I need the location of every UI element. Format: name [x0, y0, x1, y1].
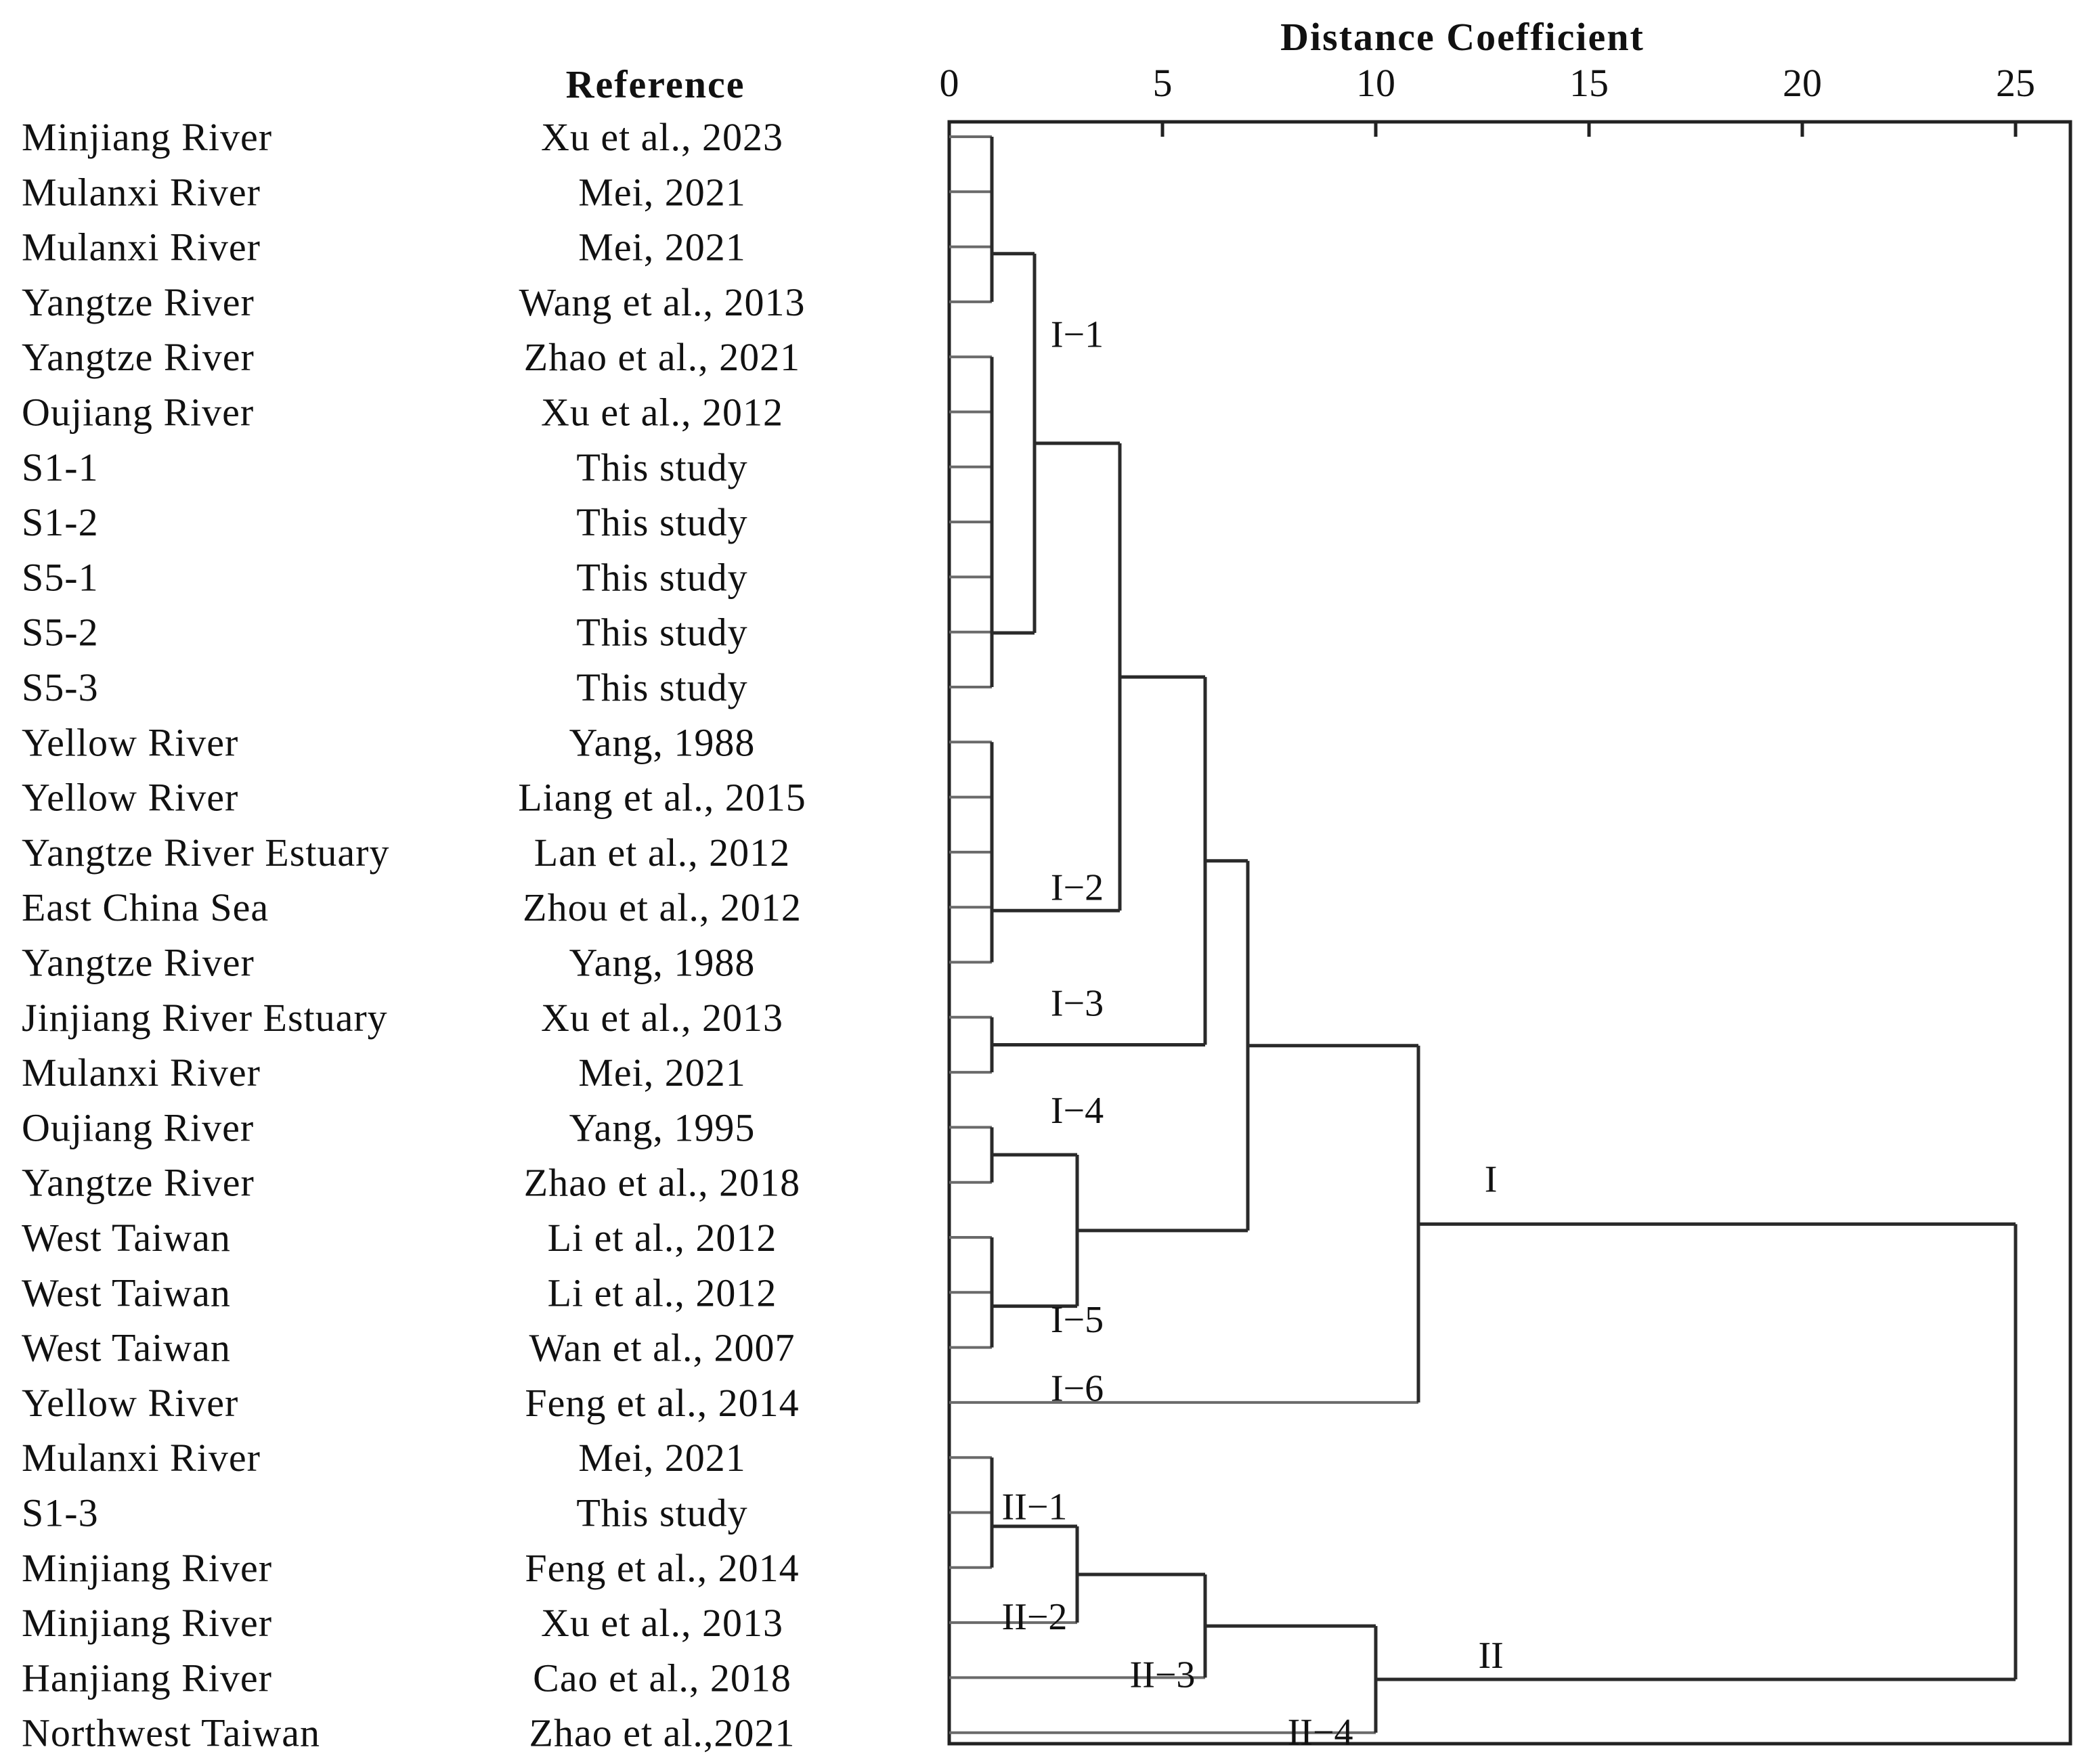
reference-label: Xu et al., 2013 — [541, 996, 783, 1040]
reference-label: Yang, 1988 — [569, 720, 756, 764]
sample-label: Northwest Taiwan — [22, 1711, 320, 1755]
dendrogram-links — [949, 135, 2018, 1734]
reference-label: This study — [576, 555, 747, 599]
reference-label: Mei, 2021 — [578, 225, 745, 269]
sample-label: S1-3 — [22, 1491, 99, 1535]
cluster-label: II−4 — [1288, 1712, 1353, 1754]
sample-label: Oujiang River — [22, 391, 254, 435]
reference-label: Lan et al., 2012 — [534, 831, 790, 875]
cluster-label: II−1 — [1002, 1486, 1068, 1528]
sample-label: S5-2 — [22, 611, 99, 655]
sample-label: Minjiang River — [22, 115, 272, 159]
reference-label: Cao et al., 2018 — [533, 1656, 791, 1700]
reference-label: This study — [576, 611, 747, 655]
reference-label: This study — [576, 665, 747, 709]
sample-label: West Taiwan — [22, 1326, 231, 1370]
sample-label: Yangtze River — [22, 941, 255, 985]
sample-label: Yellow River — [22, 776, 238, 820]
tick-label: 5 — [1153, 61, 1173, 105]
reference-label: Liang et al., 2015 — [518, 776, 806, 820]
reference-label: This study — [576, 500, 747, 544]
reference-label: Feng et al., 2014 — [525, 1381, 799, 1425]
sample-label: East China Sea — [22, 885, 269, 929]
sample-label: S5-1 — [22, 555, 99, 599]
sample-label: S5-3 — [22, 665, 99, 709]
reference-label: Wang et al., 2013 — [519, 280, 805, 324]
reference-label: Yang, 1988 — [569, 941, 756, 985]
reference-label: Mei, 2021 — [578, 1436, 745, 1480]
reference-label: Li et al., 2012 — [548, 1216, 777, 1260]
sample-label: Mulanxi River — [22, 170, 261, 214]
sample-label: Yangtze River — [22, 1161, 255, 1205]
sample-label: Yellow River — [22, 1381, 238, 1425]
tick-label: 10 — [1356, 61, 1395, 105]
cluster-label: II−3 — [1130, 1654, 1196, 1696]
plot-frame — [947, 120, 2072, 1746]
reference-label: Zhao et al., 2018 — [524, 1161, 800, 1205]
tick-label: 15 — [1569, 61, 1609, 105]
reference-label: Xu et al., 2012 — [541, 391, 783, 435]
tick-label: 25 — [1996, 61, 2035, 105]
tick-label: 0 — [940, 61, 959, 105]
axis-ticks: 0 5 10 15 20 25 — [940, 61, 2035, 137]
axis-title: Distance Coefficient — [1280, 15, 1645, 59]
cluster-label: II−2 — [1002, 1596, 1068, 1638]
cluster-label: I−6 — [1051, 1368, 1104, 1410]
reference-label: Zhao et al.,2021 — [529, 1711, 796, 1755]
reference-label: Mei, 2021 — [578, 170, 745, 214]
reference-label: Li et al., 2012 — [548, 1271, 777, 1315]
reference-label: Feng et al., 2014 — [525, 1546, 799, 1590]
sample-label: Mulanxi River — [22, 225, 261, 269]
reference-label: Yang, 1995 — [569, 1105, 756, 1149]
sample-label: Yangtze River — [22, 280, 255, 324]
sample-labels: Minjiang River Xu et al., 2023 Mulanxi Riv… — [22, 115, 806, 1755]
reference-label: This study — [576, 445, 747, 489]
reference-label: Xu et al., 2013 — [541, 1601, 783, 1645]
reference-header: Reference — [566, 62, 745, 106]
reference-label: Xu et al., 2023 — [541, 115, 783, 159]
sample-label: Mulanxi River — [22, 1051, 261, 1095]
reference-label: This study — [576, 1491, 747, 1535]
sample-label: Jinjiang River Estuary — [22, 996, 388, 1040]
tick-label: 20 — [1783, 61, 1822, 105]
sample-label: Yangtze River Estuary — [22, 831, 389, 875]
cluster-label: I−1 — [1051, 314, 1104, 356]
sample-label: Mulanxi River — [22, 1436, 261, 1480]
sample-label: Oujiang River — [22, 1105, 254, 1149]
reference-label: Wan et al., 2007 — [529, 1326, 795, 1370]
cluster-label: I−3 — [1051, 982, 1104, 1024]
reference-label: Mei, 2021 — [578, 1051, 745, 1095]
sample-label: S1-1 — [22, 445, 99, 489]
sample-label: Yellow River — [22, 720, 238, 764]
reference-label: Zhou et al., 2012 — [523, 885, 802, 929]
sample-label: Minjiang River — [22, 1601, 272, 1645]
cluster-label: I−2 — [1051, 867, 1104, 909]
cluster-label: II — [1478, 1635, 1503, 1677]
cluster-label: I — [1485, 1159, 1498, 1201]
cluster-label: I−5 — [1051, 1299, 1104, 1341]
sample-label: Minjiang River — [22, 1546, 272, 1590]
sample-label: West Taiwan — [22, 1216, 231, 1260]
cluster-labels: I−1 I−2 I−3 I−4 I−5 I−6 I II−1 II−2 II−3 II−4 II — [1002, 314, 1504, 1754]
sample-label: S1-2 — [22, 500, 99, 544]
sample-label: West Taiwan — [22, 1271, 231, 1315]
sample-label: Yangtze River — [22, 335, 255, 379]
sample-label: Hanjiang River — [22, 1656, 272, 1700]
cluster-label: I−4 — [1051, 1090, 1104, 1132]
reference-label: Zhao et al., 2021 — [524, 335, 800, 379]
